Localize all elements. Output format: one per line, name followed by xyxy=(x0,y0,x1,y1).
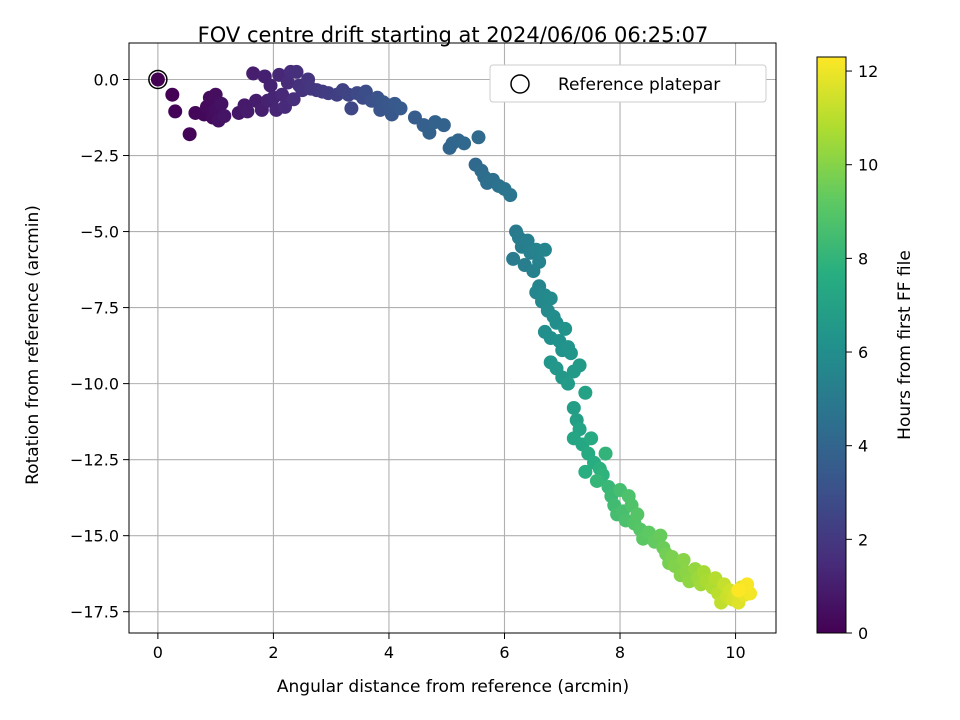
data-point xyxy=(566,400,581,415)
x-tick-label: 2 xyxy=(268,643,278,662)
legend-marker xyxy=(510,74,530,94)
y-tick-label: −5.0 xyxy=(80,223,119,242)
data-point xyxy=(584,431,599,446)
data-point xyxy=(457,136,472,151)
data-point xyxy=(653,528,668,543)
colorbar-label: Hours from first FF file xyxy=(895,250,915,440)
data-point xyxy=(589,473,604,488)
colorbar: 0 2 4 6 8 10 12 Hours from first FF file xyxy=(816,56,915,643)
y-tick-label: −10.0 xyxy=(70,375,119,394)
x-tick-label: 4 xyxy=(384,643,394,662)
data-point xyxy=(393,101,408,116)
data-point xyxy=(217,108,232,123)
data-point xyxy=(537,242,552,257)
x-axis: 0 2 4 6 8 10 xyxy=(153,633,746,662)
data-point xyxy=(558,321,573,336)
y-tick-label: −7.5 xyxy=(80,299,119,318)
data-point xyxy=(286,92,301,107)
y-tick-label: −15.0 xyxy=(70,527,119,546)
y-tick-label: −17.5 xyxy=(70,603,119,622)
y-axis: 0.0 −2.5 −5.0 −7.5 −10.0 −12.5 −15.0 −17.5 xyxy=(70,70,129,622)
grid xyxy=(129,43,776,633)
data-point xyxy=(182,127,197,142)
x-tick-label: 8 xyxy=(615,643,625,662)
x-tick-label: 10 xyxy=(725,643,745,662)
colorbar-tick-label: 4 xyxy=(858,437,868,456)
data-point xyxy=(344,101,359,116)
data-point xyxy=(214,96,229,111)
data-point xyxy=(543,291,558,306)
data-point xyxy=(506,251,521,266)
data-point xyxy=(246,66,261,81)
colorbar-tick-label: 6 xyxy=(858,343,868,362)
data-point xyxy=(572,358,587,373)
colorbar-tick-label: 12 xyxy=(858,62,878,81)
data-point xyxy=(263,78,278,93)
data-points xyxy=(150,64,758,610)
data-point xyxy=(520,233,535,248)
data-point xyxy=(289,64,304,79)
data-point xyxy=(165,87,180,102)
data-point xyxy=(275,87,290,102)
data-point xyxy=(598,446,613,461)
data-point xyxy=(578,464,593,479)
data-point xyxy=(563,346,578,361)
y-axis-label: Rotation from reference (arcmin) xyxy=(23,205,43,485)
legend-label: Reference platepar xyxy=(558,75,720,95)
x-tick-label: 6 xyxy=(499,643,509,662)
y-tick-label: −12.5 xyxy=(70,451,119,470)
reference-marker xyxy=(148,69,168,90)
legend: Reference platepar xyxy=(489,64,767,103)
data-point xyxy=(422,125,437,140)
colorbar-tick-label: 0 xyxy=(858,624,868,643)
colorbar-tick-label: 8 xyxy=(858,249,868,268)
plot-area-frame xyxy=(128,42,777,634)
data-point xyxy=(532,254,547,269)
y-tick-label: 0.0 xyxy=(94,70,119,89)
data-point xyxy=(168,104,183,119)
data-point xyxy=(676,553,691,568)
x-tick-label: 0 xyxy=(153,643,163,662)
colorbar-tick-label: 2 xyxy=(858,530,868,549)
x-axis-label: Angular distance from reference (arcmin) xyxy=(277,677,629,697)
y-tick-label: −2.5 xyxy=(80,147,119,166)
data-point xyxy=(280,75,295,90)
data-point xyxy=(731,583,746,598)
data-point xyxy=(561,376,576,391)
data-point xyxy=(578,385,593,400)
data-point xyxy=(503,188,518,203)
data-point xyxy=(436,118,451,133)
data-point xyxy=(471,130,486,145)
legend-box xyxy=(489,64,767,103)
data-point xyxy=(150,72,165,87)
colorbar-gradient xyxy=(816,56,847,634)
data-point xyxy=(240,104,255,119)
colorbar-tick-label: 10 xyxy=(858,156,878,175)
data-point xyxy=(630,507,645,522)
